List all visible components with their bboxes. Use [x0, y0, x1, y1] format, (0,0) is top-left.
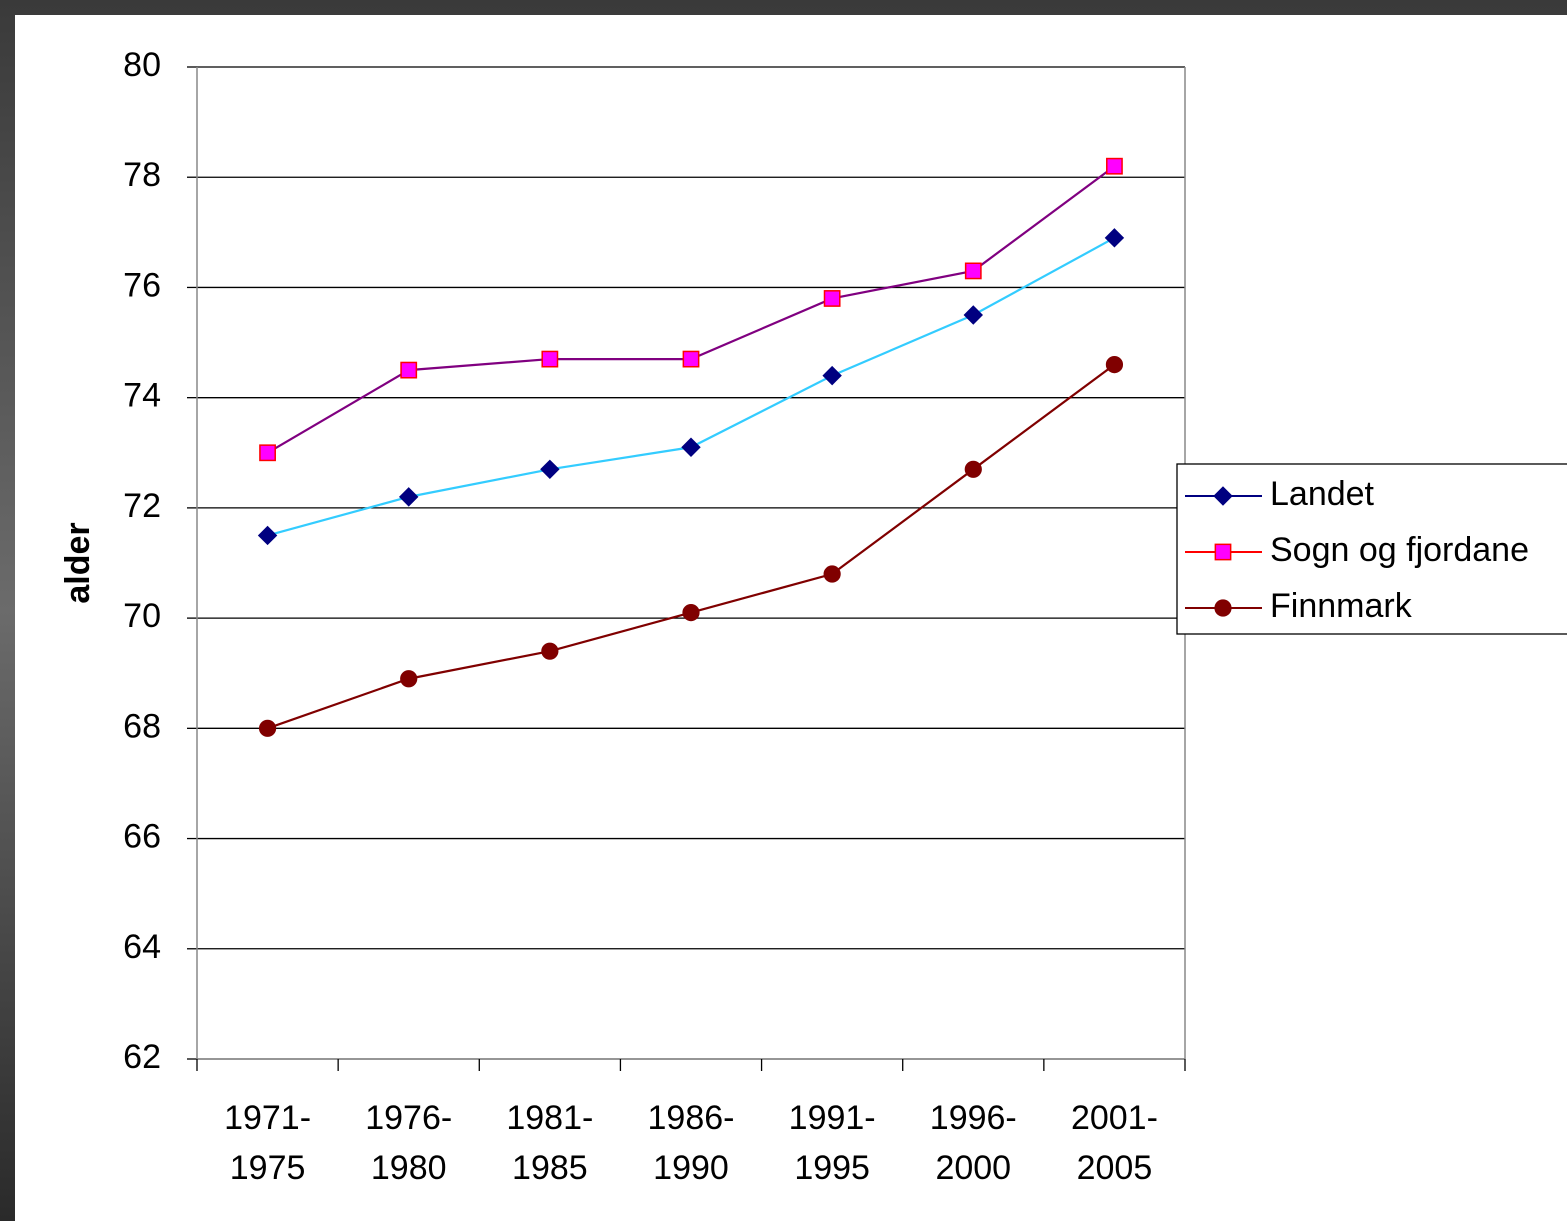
x-tick-label: 1976-1980 [365, 1099, 452, 1187]
marker [681, 437, 701, 457]
marker [1213, 486, 1233, 506]
marker [822, 365, 842, 386]
legend-label: Sogn og fjordane [1270, 531, 1529, 569]
marker [823, 290, 841, 307]
marker [400, 361, 418, 379]
marker [1214, 543, 1232, 561]
marker [258, 719, 277, 737]
legend-box [1176, 463, 1567, 635]
x-tick-label: 1986-1990 [648, 1099, 735, 1187]
y-tick-label: 76 [123, 266, 161, 304]
marker [823, 565, 841, 583]
marker [541, 642, 559, 660]
marker [682, 350, 700, 368]
x-tick-label: 2001-2005 [1071, 1099, 1158, 1187]
y-tick-label: 64 [123, 928, 161, 966]
y-tick-label: 78 [123, 156, 161, 194]
marker [1214, 599, 1232, 617]
marker [964, 262, 982, 280]
y-tick-label: 72 [123, 487, 161, 525]
marker [400, 670, 418, 688]
x-tick-label: 1991-1995 [789, 1099, 876, 1187]
marker [259, 444, 276, 462]
marker [1105, 356, 1124, 374]
marker [1106, 157, 1123, 175]
y-tick-label: 80 [123, 46, 161, 84]
legend: Landet Sogn og fjordane Finnmark [1176, 463, 1567, 635]
y-tick-label: 74 [123, 377, 161, 415]
marker [541, 350, 559, 368]
y-axis-label: alder [59, 522, 97, 603]
x-tick-label: 1996-2000 [930, 1099, 1017, 1187]
legend-label: Landet [1270, 475, 1375, 513]
x-tick-label: 1981-1985 [506, 1099, 593, 1187]
marker [257, 525, 278, 546]
y-tick-label: 62 [123, 1038, 161, 1076]
marker [964, 460, 982, 478]
marker [540, 459, 560, 480]
y-tick-label: 66 [123, 818, 161, 856]
y-tick-label: 70 [123, 597, 161, 635]
marker [399, 487, 419, 507]
legend-label: Finnmark [1270, 587, 1413, 625]
y-tick-label: 68 [123, 707, 161, 745]
marker [682, 604, 700, 622]
marker [1104, 228, 1125, 248]
x-tick-label: 1971-1975 [224, 1099, 311, 1187]
marker [963, 305, 983, 325]
